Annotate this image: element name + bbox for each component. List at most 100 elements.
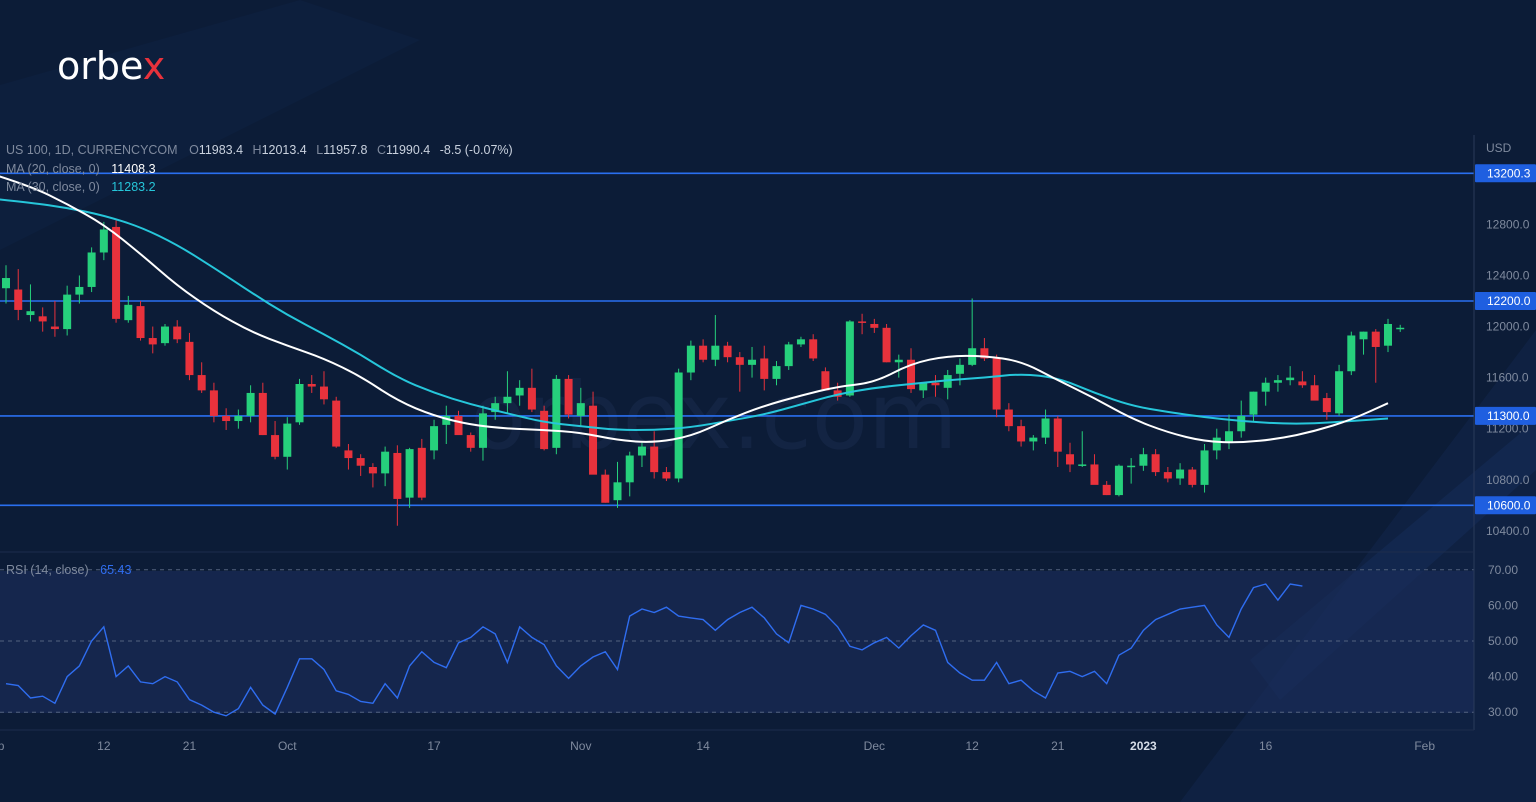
candle-body [625,455,634,483]
candle-body [393,452,402,499]
candle-body [356,458,365,466]
candle-body [454,415,463,436]
price-tick-label: 12400.0 [1486,268,1530,282]
candle-body [1225,431,1233,442]
candle-body [931,382,940,386]
rsi-line [5,583,1303,717]
candle-body [650,446,659,473]
candle-body [809,339,818,359]
candle-body [1090,464,1099,485]
candle-body [1200,450,1209,485]
candle-body [381,451,390,474]
candle-body [1053,418,1062,452]
candle-body [368,467,377,474]
candle-body [943,375,952,388]
price-tick-label: 12000.0 [1486,320,1530,334]
candle-body [845,321,854,396]
legend-rsi-value: 65.43 [100,563,131,577]
time-tick-label: Oct [278,739,297,753]
candle-body [136,306,145,339]
legend-close: 11990.4 [386,143,430,157]
legend-ma30-value: 11283.2 [111,180,155,194]
candle-body [185,341,194,376]
candle-body [295,384,304,423]
time-tick-label: 16 [1259,739,1273,753]
legend-symbol: US 100, 1D, CURRENCYCOM [6,143,178,157]
candle-body [75,286,84,295]
candle-body [466,435,475,448]
legend-l-label: L [316,143,323,157]
time-tick-label: Dec [864,739,885,753]
candle-body [417,447,426,498]
rsi-axis[interactable]: 30.00 40.00 50.00 60.00 70.00 [1488,563,1518,719]
level-tag-label: 10600.0 [1487,498,1531,512]
time-tick-label: 12 [965,739,979,753]
candle-body [209,390,218,416]
candle-body [258,392,267,436]
legend-open: 11983.4 [199,143,243,157]
candle-body [662,472,671,479]
candle-body [1273,380,1282,383]
candle-body [833,390,842,397]
level-tag-label: 13200.3 [1487,166,1531,180]
candle-body [283,423,292,457]
time-tick-label: Feb [1414,739,1435,753]
candle-body [1151,454,1160,473]
candle-body [1066,454,1075,465]
candle-body [723,345,732,358]
candle-body [1188,469,1197,485]
candle-body [1139,454,1148,466]
level-tag-bg [1475,292,1536,310]
candle-body [1017,426,1026,442]
candle-body [1078,464,1087,466]
legend-low: 11957.8 [323,143,367,157]
candle-body [870,323,879,328]
time-tick-label: 2023 [1130,739,1157,753]
candle-body [1310,385,1319,401]
candle-body [772,366,781,379]
candle-body [271,435,280,457]
candle-body [882,327,891,363]
candle-body [699,345,708,360]
candle-body [674,372,683,479]
candle-body [222,415,231,422]
price-axis[interactable]: 10400.0 10800.0 11200.0 11600.0 12000.0 12400… [1486,217,1530,537]
candle-body [1127,465,1136,468]
price-tick-label: 12800.0 [1486,217,1530,231]
time-tick-label: Sep [0,739,5,753]
candle-body [1371,331,1380,347]
candle-body [26,311,35,316]
candle-body [1114,465,1123,496]
candle-body [112,226,121,319]
orbex-logo: orbex [57,44,165,88]
candle-body [711,345,720,360]
candlestick-series [2,220,1405,526]
candle-body [919,382,928,391]
candle-body [1347,335,1356,372]
time-axis[interactable]: Sep 12 21 Oct 17 Nov 14 Dec 12 21 2023 16 Feb [0,739,1435,753]
candle-body [87,252,96,287]
candle-body [760,358,769,379]
candle-body [160,326,169,344]
candle-body [173,326,182,340]
legend-rsi: RSI (14, close) 65.43 [6,563,131,577]
rsi-tick-label: 50.00 [1488,634,1518,648]
ma20-line [0,175,1389,444]
legend-ohlc: US 100, 1D, CURRENCYCOM O11983.4 H12013.… [6,143,513,157]
candle-body [307,384,316,387]
level-tag-bg [1475,406,1536,425]
time-tick-label: 17 [427,739,441,753]
moving-averages [0,175,1389,444]
candle-body [564,378,573,415]
rsi-panel [0,569,1474,717]
candle-body [124,304,133,321]
candle-body [527,387,536,410]
candle-body [589,405,598,475]
candle-body [576,403,585,416]
candle-body [784,344,793,367]
rsi-tick-label: 30.00 [1488,705,1518,719]
time-tick-label: 21 [1051,739,1065,753]
candle-body [955,364,964,374]
candle-body [601,474,610,503]
